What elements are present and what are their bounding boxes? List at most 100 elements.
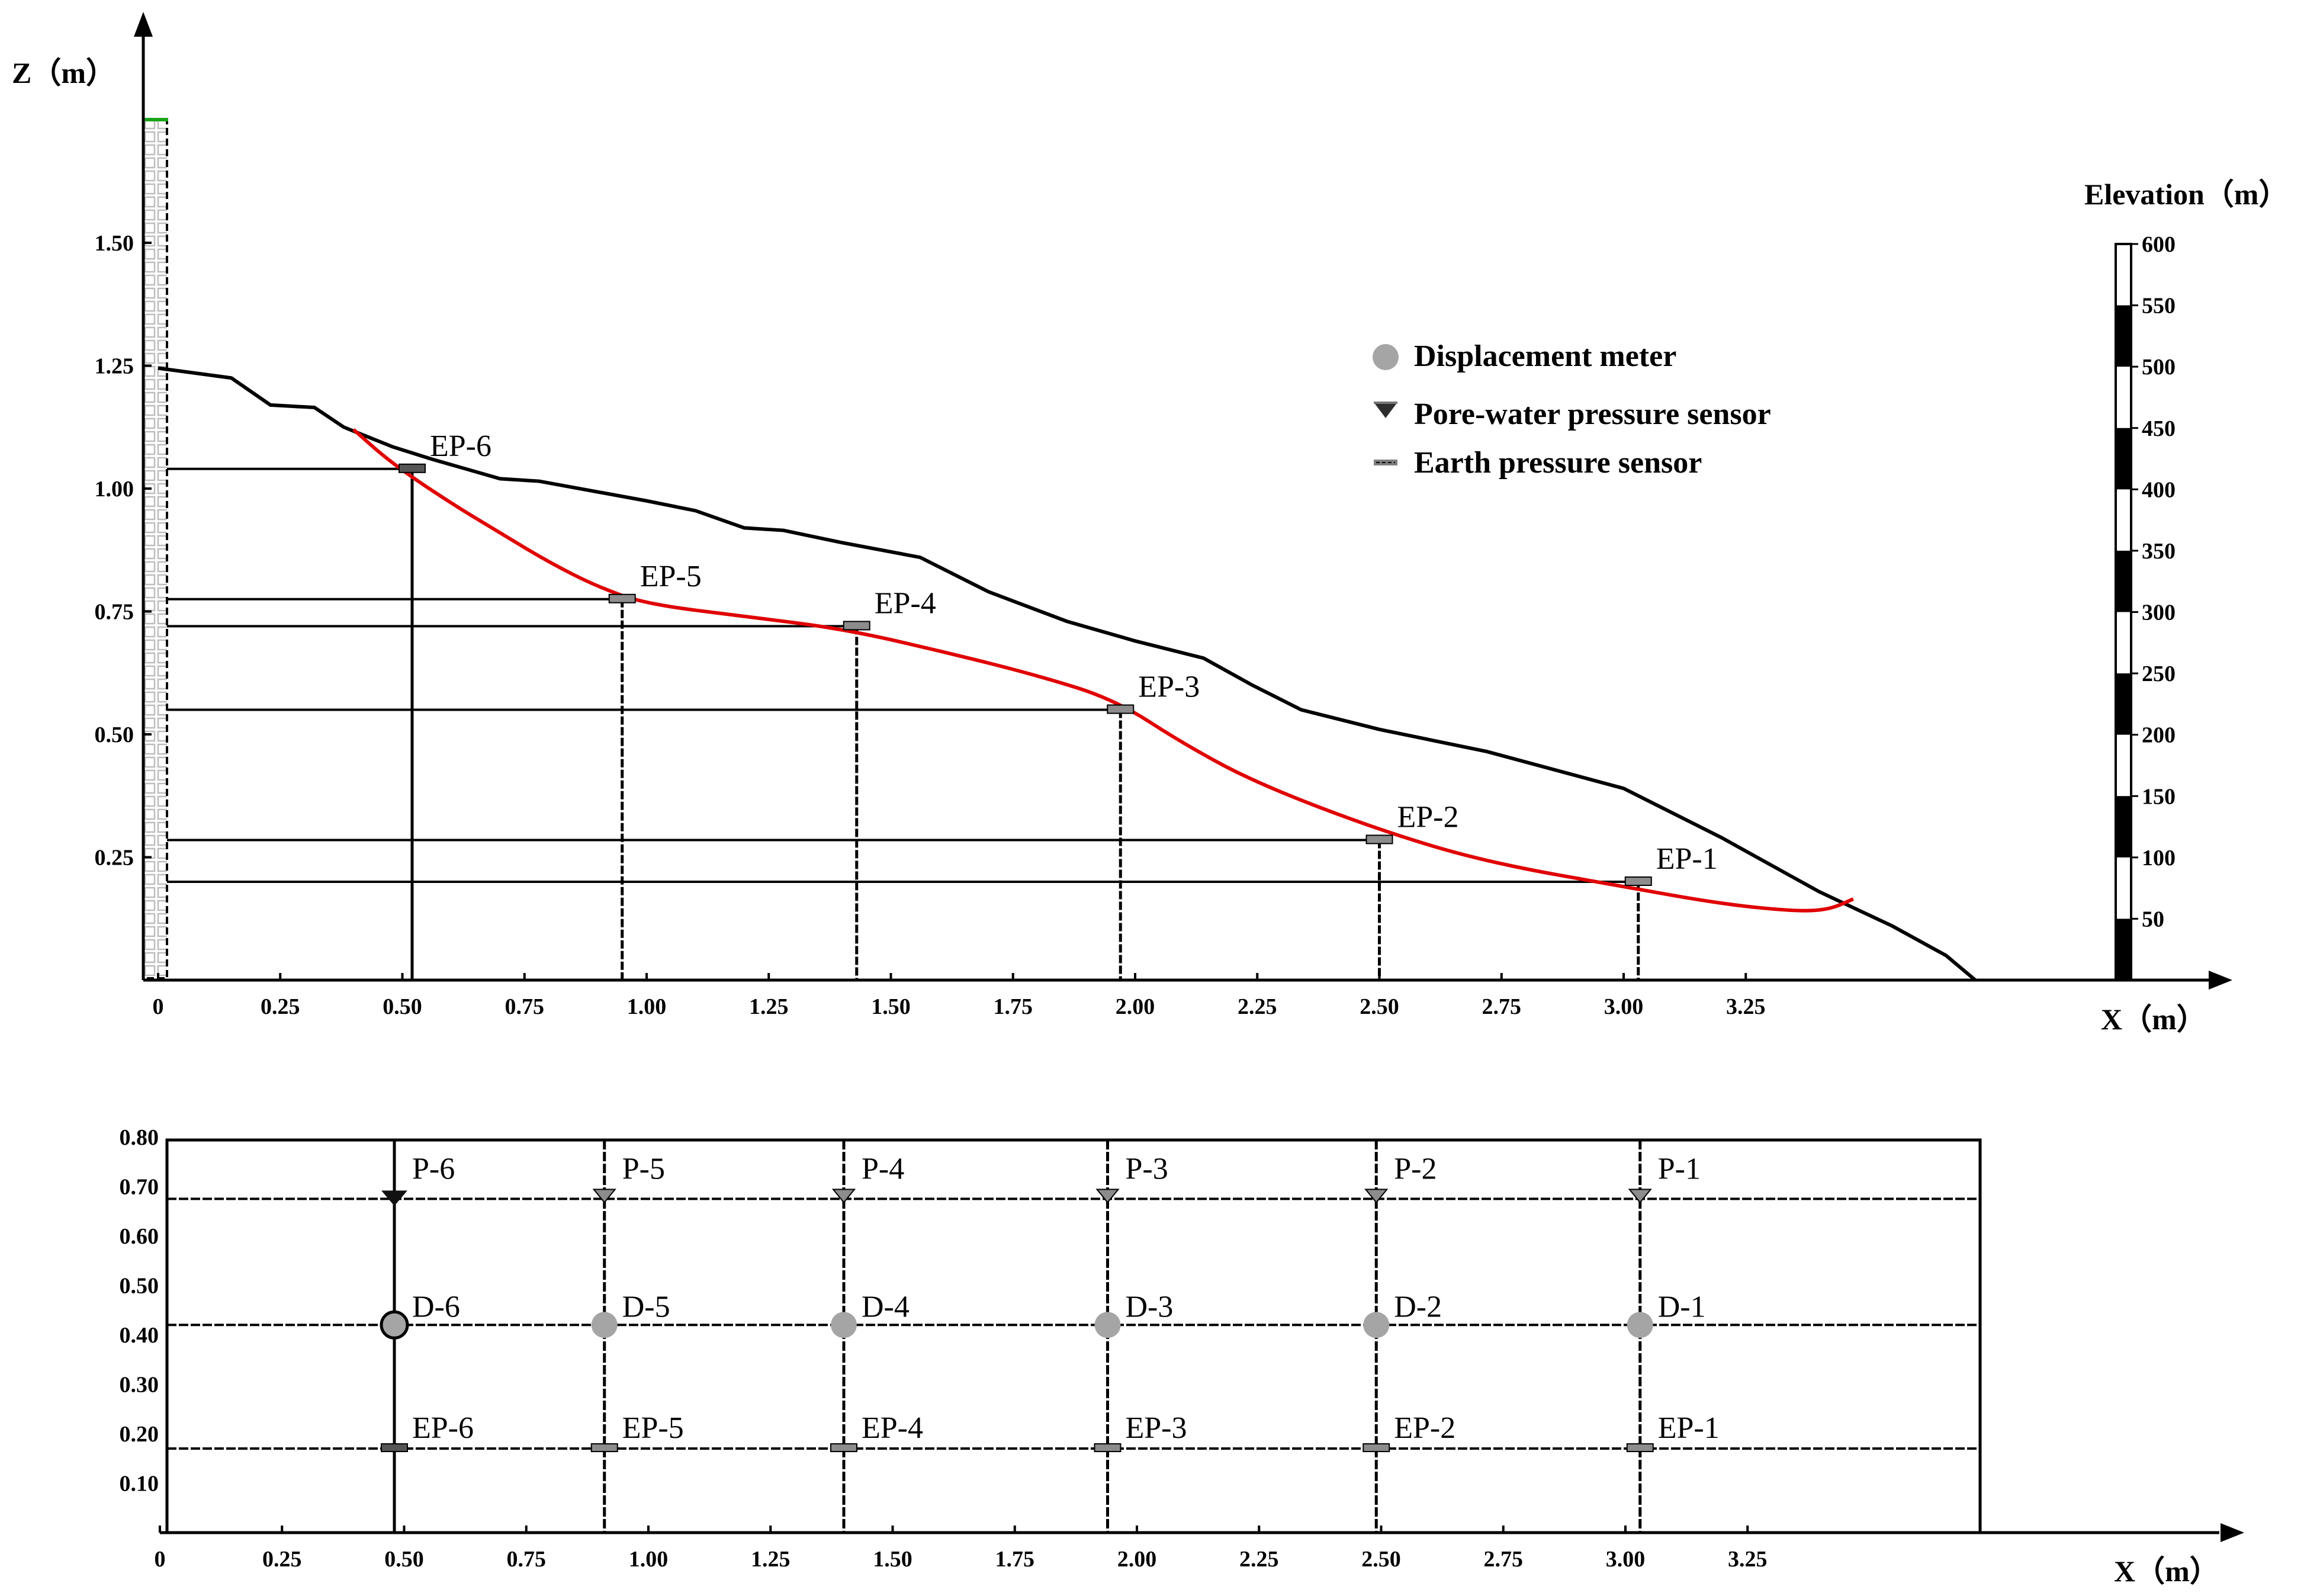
earth-pressure-sensor-label: EP-1 [1656, 842, 1718, 876]
displacement-meter-label: D-5 [622, 1290, 670, 1324]
plan-y-tick-label: 0.60 [120, 1224, 159, 1249]
earth-pressure-sensor-marker [1624, 876, 1652, 886]
z-tick-label: 0.50 [95, 722, 134, 747]
elevation-tick-label: 300 [2142, 600, 2176, 625]
plan-earth-pressure-sensor-label: EP-1 [1658, 1411, 1720, 1445]
z-tick-label: 1.25 [95, 354, 134, 379]
legend-pore-water-label: Pore-water pressure sensor [1414, 397, 1771, 431]
profile-earth-pressure-sensors: EP-6 EP-5 EP-4 EP-3 EP-2 EP-1 [399, 429, 1718, 886]
plan-x-tick-label: 0.75 [507, 1547, 547, 1572]
z-axis-title: Z（m） [12, 56, 115, 89]
pore-water-sensor-label: P-5 [622, 1152, 665, 1186]
plan-y-tick-label: 0.50 [120, 1274, 159, 1299]
earth-pressure-sensor-label: EP-5 [640, 560, 702, 593]
z-axis-arrowhead [134, 12, 153, 37]
displacement-meter-marker [380, 1310, 409, 1340]
earth-pressure-sensor-marker [608, 593, 636, 603]
elevation-tick-label: 600 [2142, 232, 2176, 257]
pore-water-sensor-label: P-6 [412, 1152, 455, 1186]
elevation-tick-label: 350 [2142, 539, 2176, 564]
x-tick-label: 1.00 [627, 994, 667, 1019]
elevation-bar-band [2117, 796, 2130, 858]
elevation-tick-label: 100 [2142, 846, 2176, 871]
plan-x-tick-label: 2.75 [1484, 1547, 1524, 1572]
x-axis-ticks: 0 0.25 0.50 0.75 1.00 1.25 1.50 1.75 2.00 2.25 2.5… [153, 973, 1766, 1019]
plan-x-axis-ticks: 0 0.25 0.50 0.75 1.00 1.25 1.50 1.75 2.00 2.25 2.5… [155, 1526, 1768, 1572]
profile-view: EP-6 EP-5 EP-4 EP-3 EP-2 EP-1 0.25 0.50 0.75 1.0… [12, 12, 2232, 1036]
pore-water-sensor-marker [381, 1190, 407, 1206]
plan-sensors: P-6 D-6 EP-6 P-5 D-5 EP-5 P-4 D-4 EP-4 P-3 D-3 EP-3… [380, 1152, 1720, 1453]
displacement-meter-label: D-6 [412, 1290, 460, 1324]
earth-pressure-sensor-label: EP-3 [1138, 670, 1200, 704]
pore-water-sensor-label: P-1 [1658, 1152, 1701, 1186]
x-tick-label: 2.75 [1482, 994, 1522, 1019]
plan-earth-pressure-sensor-label: EP-2 [1394, 1411, 1455, 1445]
pore-water-sensor-label: P-3 [1126, 1152, 1168, 1186]
pore-water-sensor-label: P-4 [862, 1152, 904, 1186]
x-tick-label: 1.75 [994, 994, 1033, 1019]
plan-y-tick-label: 0.30 [120, 1373, 159, 1398]
displacement-meter-marker [831, 1312, 857, 1338]
displacement-meter-marker [1627, 1312, 1653, 1338]
plan-y-tick-label: 0.70 [120, 1175, 159, 1200]
sensor-guide-lines [167, 467, 1640, 980]
slip-surface-line [352, 428, 1854, 913]
pore-water-sensor-marker [1364, 1189, 1389, 1203]
ground-surface-line [158, 366, 1977, 982]
plan-x-tick-label: 2.00 [1117, 1547, 1157, 1572]
elevation-scale-bar: Elevation（m） 600 550 500 450 400 350 300 250 200… [2084, 178, 2288, 981]
plan-earth-pressure-sensor-marker [830, 1443, 857, 1453]
plan-x-axis-arrowhead [2221, 1523, 2244, 1542]
z-tick-label: 1.50 [95, 231, 134, 256]
retaining-wall [142, 118, 168, 980]
plan-x-tick-label: 3.25 [1728, 1547, 1768, 1572]
plan-earth-pressure-sensor-marker [590, 1443, 618, 1453]
pore-water-sensor-label: P-2 [1394, 1152, 1437, 1186]
earth-pressure-sensor-marker [1365, 834, 1393, 844]
displacement-meter-icon [1373, 344, 1399, 370]
z-tick-label: 0.25 [95, 846, 134, 871]
elevation-bar-band [2117, 673, 2130, 735]
plan-view: P-6 D-6 EP-6 P-5 D-5 EP-5 P-4 D-4 EP-4 P-3 D-3 EP-3… [120, 1125, 2244, 1588]
z-axis-ticks: 0.25 0.50 0.75 1.00 1.25 1.50 [95, 231, 152, 871]
plan-x-tick-label: 1.50 [873, 1547, 912, 1572]
pore-water-sensor-marker [1628, 1189, 1652, 1203]
plan-x-tick-label: 2.25 [1239, 1547, 1279, 1572]
plan-x-tick-label: 0.25 [262, 1547, 302, 1572]
elevation-bar-band [2117, 305, 2130, 367]
displacement-meter-marker [591, 1312, 618, 1338]
plan-earth-pressure-sensor-marker [1363, 1443, 1390, 1453]
plan-x-tick-label: 2.50 [1361, 1547, 1401, 1572]
legend: Displacement meter Pore-water pressure s… [1373, 339, 1771, 480]
earth-pressure-sensor-marker [1107, 704, 1135, 714]
earth-pressure-sensor-label: EP-2 [1397, 800, 1459, 834]
earth-pressure-sensor-marker [843, 621, 870, 631]
plan-y-tick-label: 0.20 [120, 1422, 159, 1447]
z-tick-label: 1.00 [95, 477, 134, 502]
x-tick-label: 0.25 [261, 994, 300, 1019]
plan-x-tick-label: 1.00 [629, 1547, 669, 1572]
x-tick-label: 0.75 [505, 994, 545, 1019]
plan-y-tick-label: 0.40 [120, 1323, 159, 1348]
plan-earth-pressure-sensor-marker [381, 1443, 408, 1453]
x-tick-label: 1.25 [749, 994, 789, 1019]
elevation-tick-label: 150 [2142, 784, 2176, 809]
displacement-meter-label: D-2 [1394, 1290, 1442, 1324]
elevation-tick-label: 250 [2142, 661, 2176, 686]
x-tick-label: 0 [153, 994, 164, 1019]
plan-x-axis-title: X（m） [2114, 1555, 2219, 1588]
elevation-tick-label: 550 [2142, 294, 2176, 319]
elevation-bar-band [2117, 919, 2130, 980]
elevation-tick-label: 400 [2142, 477, 2176, 502]
plan-earth-pressure-sensor-label: EP-3 [1126, 1411, 1187, 1445]
plan-x-tick-label: 3.00 [1606, 1547, 1646, 1572]
plan-earth-pressure-sensor-label: EP-4 [862, 1411, 923, 1445]
legend-earth-pressure-label: Earth pressure sensor [1414, 446, 1702, 480]
x-tick-label: 2.25 [1238, 994, 1277, 1019]
elevation-bar-band [2117, 428, 2130, 490]
elevation-tick-label: 450 [2142, 416, 2176, 441]
x-tick-label: 3.00 [1604, 994, 1644, 1019]
elevation-tick-label: 500 [2142, 355, 2176, 380]
x-tick-label: 3.25 [1726, 994, 1766, 1019]
